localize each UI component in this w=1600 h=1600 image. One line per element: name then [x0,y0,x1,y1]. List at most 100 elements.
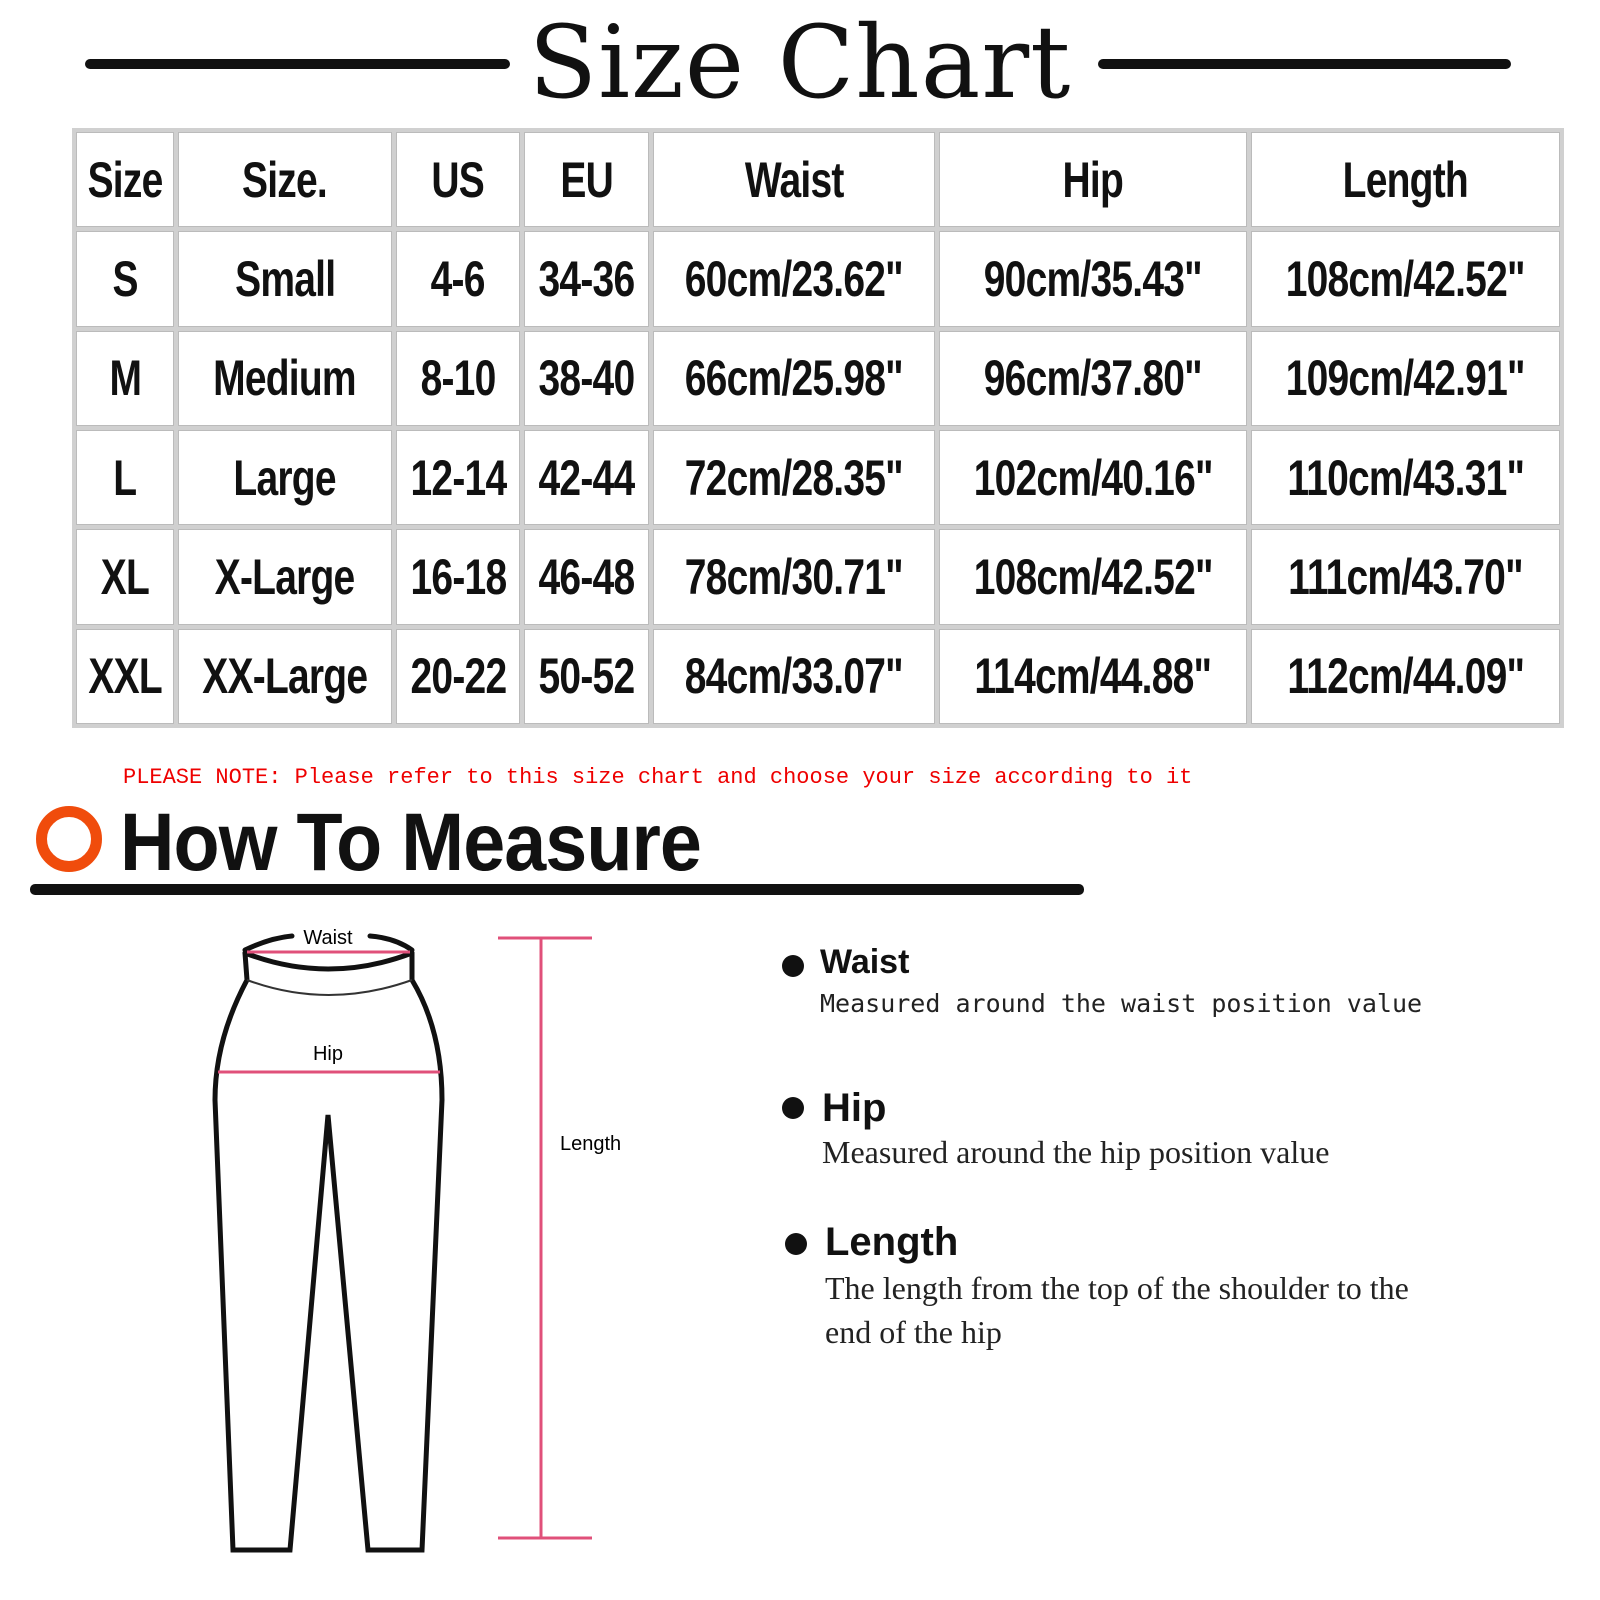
cell-text: 12-14 [410,449,507,506]
cell-text: US [431,151,485,208]
table-cell: XL [76,529,175,625]
table-cell: 60cm/23.62" [653,231,935,327]
table-cell: 72cm/28.35" [653,429,935,526]
cell-text: Length [1342,151,1469,208]
cell-text: 46-48 [538,548,636,605]
size-table: Size Size. US EU Waist Hip Length S Small 4-6 34-3… [72,128,1564,728]
table-header-cell: Size. [178,132,392,228]
table-header-cell: Length [1251,132,1560,228]
cell-text: Small [234,250,336,307]
bullet-icon [782,955,804,977]
table-cell: 108cm/42.52" [1251,231,1560,327]
cell-text: Hip [1062,151,1124,208]
table-row: XL X-Large 16-18 46-48 78cm/30.71" 108cm/42.5… [76,529,1560,625]
table-cell: 102cm/40.16" [938,429,1248,526]
table-cell: 114cm/44.88" [938,628,1248,724]
table-row: L Large 12-14 42-44 72cm/28.35" 102cm/40.16" 1… [76,429,1560,526]
table-cell: 42-44 [524,429,650,526]
table-cell: 108cm/42.52" [938,529,1248,625]
cell-text: 108cm/42.52" [1286,250,1526,307]
table-cell: Small [178,231,392,327]
cell-text: 111cm/43.70" [1288,548,1523,605]
table-cell: 109cm/42.91" [1251,330,1560,426]
table-cell: 50-52 [524,628,650,724]
cell-text: M [109,350,141,407]
cell-text: 42-44 [538,449,636,506]
please-note: PLEASE NOTE: Please refer to this size c… [123,765,1193,790]
cell-text: 34-36 [538,250,636,307]
cell-text: 16-18 [410,548,507,605]
table-header-cell: Size [76,132,175,228]
cell-text: Medium [213,350,357,407]
cell-text: Large [233,449,337,506]
cell-text: Size [87,151,164,208]
table-header-row: Size Size. US EU Waist Hip Length [76,132,1560,228]
cell-text: 102cm/40.16" [973,449,1214,506]
cell-text: 78cm/30.71" [685,548,904,605]
table-cell: 46-48 [524,529,650,625]
cell-text: Waist [744,151,844,208]
cell-text: 38-40 [538,350,636,407]
waist-label: Waist [303,927,353,949]
table-cell: 112cm/44.09" [1251,628,1560,724]
table-header-cell: Hip [938,132,1248,228]
table-cell: 66cm/25.98" [653,330,935,426]
cell-text: 50-52 [538,648,636,705]
circle-icon [36,806,102,872]
table-cell: 78cm/30.71" [653,529,935,625]
table-cell: 90cm/35.43" [938,231,1248,327]
table-cell: XXL [76,628,175,724]
cell-text: 90cm/35.43" [984,250,1203,307]
table-row: M Medium 8-10 38-40 66cm/25.98" 96cm/37.80" 10… [76,330,1560,426]
table-cell: Large [178,429,392,526]
table-cell: 84cm/33.07" [653,628,935,724]
table-cell: 34-36 [524,231,650,327]
cell-text: 20-22 [410,648,507,705]
waist-desc: Measured around the waist position value [820,989,1423,1018]
cell-text: 66cm/25.98" [685,350,904,407]
table-row: S Small 4-6 34-36 60cm/23.62" 90cm/35.43" 108c… [76,231,1560,327]
table-header-cell: EU [524,132,650,228]
table-cell: Medium [178,330,392,426]
cell-text: XXL [88,648,162,705]
table-cell: 8-10 [395,330,521,426]
cell-text: XL [100,548,150,605]
leggings-outline [212,933,445,1553]
cell-text: Size. [242,151,328,208]
cell-text: XX-Large [202,648,368,705]
table-cell: 20-22 [395,628,521,724]
cell-text: L [113,449,138,506]
cell-text: 110cm/43.31" [1287,449,1525,506]
cell-text: 72cm/28.35" [685,449,904,506]
table-cell: M [76,330,175,426]
table-header-cell: Waist [653,132,935,228]
table-cell: 96cm/37.80" [938,330,1248,426]
table-header-cell: US [395,132,521,228]
hip-desc: Measured around the hip position value [822,1134,1330,1170]
title-rule-right [1098,59,1511,69]
cell-text: 108cm/42.52" [973,548,1214,605]
length-label: Length [560,1133,621,1155]
page-title: Size Chart [528,4,1072,121]
table-cell: 38-40 [524,330,650,426]
waist-heading: Waist [820,943,910,981]
bullet-icon [782,1097,804,1119]
how-to-measure-heading: How To Measure [120,797,702,888]
bullet-icon [785,1233,807,1255]
cell-text: 96cm/37.80" [984,350,1203,407]
cell-text: 4-6 [431,250,486,307]
heading-underline [30,884,1084,895]
cell-text: S [112,250,138,307]
table-cell: 111cm/43.70" [1251,529,1560,625]
cell-text: X-Large [214,548,356,605]
table-cell: S [76,231,175,327]
hip-label: Hip [313,1043,343,1065]
cell-text: 109cm/42.91" [1286,350,1526,407]
table-cell: 4-6 [395,231,521,327]
table-cell: XX-Large [178,628,392,724]
cell-text: 60cm/23.62" [685,250,904,307]
table-cell: L [76,429,175,526]
table-row: XXL XX-Large 20-22 50-52 84cm/33.07" 114cm/44… [76,628,1560,724]
leggings-diagram: Waist Hip Length [212,927,621,1553]
hip-heading: Hip [822,1086,887,1130]
